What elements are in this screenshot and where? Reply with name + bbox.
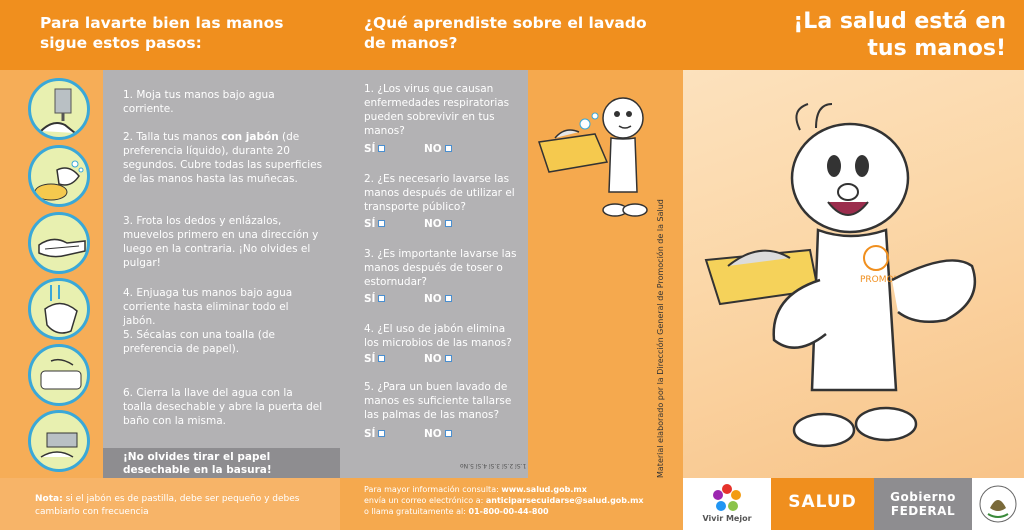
quiz-question-1: 1. ¿Los virus que causan enfermedades re… (364, 83, 510, 137)
quiz-answer-key: 1.Sí 2.Sí 3.Sí 4.Sí 5.No (460, 462, 527, 469)
contact-info: Para mayor información consulta: www.sal… (340, 478, 683, 530)
credit-note: Material elaborado por la Dirección Gene… (656, 199, 665, 478)
salud-logo: SALUD (771, 478, 874, 530)
yes-checkbox[interactable] (378, 295, 386, 302)
quiz-question-2: 2. ¿Es necesario lavarse las manos despu… (364, 173, 515, 213)
yes-checkbox[interactable] (378, 355, 386, 362)
main-title: ¡La salud está en tus manos! (683, 0, 1024, 70)
no-checkbox[interactable] (444, 430, 452, 437)
steps-list: 1. Moja tus manos bajo agua corriente. 2… (103, 70, 340, 448)
faucet-icon (28, 78, 90, 140)
email-link[interactable]: anticiparsecuidarse@salud.gob.mx (485, 496, 644, 505)
step-6: 6. Cierra la llave del agua con la toall… (123, 387, 323, 427)
steps-header: Para lavarte bien las manos sigue estos … (0, 0, 340, 70)
step-5: 5. Sécalas con una toalla (de preferenci… (123, 329, 275, 355)
step-3: 3. Frota los dedos y enlázalos, muevelos… (123, 215, 319, 269)
yes-checkbox[interactable] (378, 430, 386, 437)
quiz-question-5: 5. ¿Para un buen lavado de manos es sufi… (364, 381, 512, 421)
close-faucet-icon (28, 410, 90, 472)
step-2: 2. Talla tus manos con jabón (de prefere… (123, 131, 323, 185)
no-checkbox[interactable] (444, 220, 452, 227)
step-4: 4. Enjuaga tus manos bajo agua corriente… (123, 287, 293, 327)
soap-hands-icon (28, 145, 90, 207)
mascot-illustration: PROMOI (704, 103, 977, 448)
step-1: 1. Moja tus manos bajo agua corriente. (123, 89, 275, 115)
rinse-hands-icon (28, 278, 90, 340)
no-checkbox[interactable] (444, 145, 452, 152)
yes-checkbox[interactable] (378, 145, 386, 152)
yes-checkbox[interactable] (378, 220, 386, 227)
quiz-header: ¿Qué aprendiste sobre el lavado de manos… (340, 0, 683, 70)
quiz-question-3: 3. ¿Es importante lavarse las manos desp… (364, 248, 517, 288)
soap-note: Nota: si el jabón es de pastilla, debe s… (0, 478, 340, 530)
mascot-washing-illustration (538, 97, 648, 217)
dry-hands-icon (28, 344, 90, 406)
no-checkbox[interactable] (444, 295, 452, 302)
eagle-seal-icon (979, 485, 1017, 523)
no-checkbox[interactable] (444, 355, 452, 362)
flower-logo-icon (713, 484, 741, 511)
gobierno-federal-logo: Gobierno FEDERAL (874, 478, 972, 530)
website-link[interactable]: www.salud.gob.mx (501, 485, 587, 494)
rub-fingers-icon (28, 212, 90, 274)
mexico-seal-logo (972, 478, 1024, 530)
paper-reminder: ¡No olvides tirar el papel desechable en… (103, 448, 340, 478)
mascot-shirt-text: PROMOI (860, 275, 896, 285)
quiz-question-4: 4. ¿El uso de jabón elimina los microbio… (364, 323, 512, 349)
vivir-mejor-logo: Vivir Mejor (683, 478, 771, 530)
phone-number: 01-800-00-44-800 (468, 507, 549, 516)
quiz-list: 1. ¿Los virus que causan enfermedades re… (340, 70, 528, 478)
